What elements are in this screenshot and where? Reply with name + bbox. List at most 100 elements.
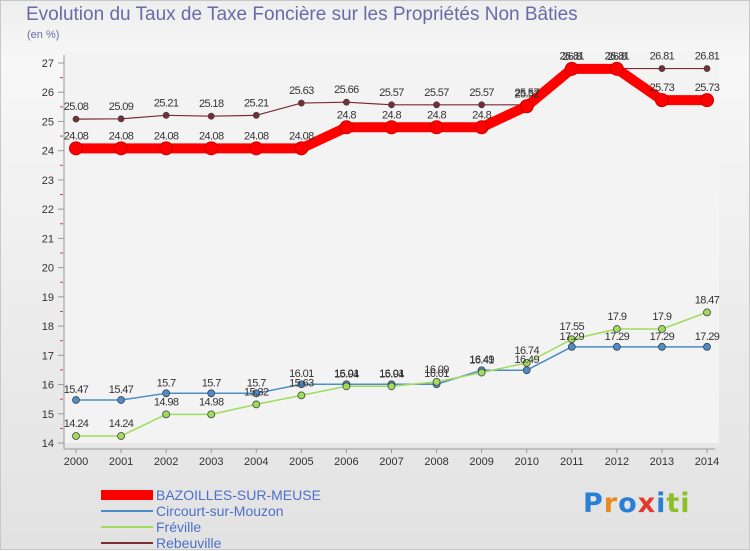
series-fr-ville [72, 308, 711, 440]
data-label: 25.57 [469, 87, 494, 99]
data-point [207, 410, 216, 419]
data-point [162, 111, 170, 119]
data-point [384, 120, 399, 135]
data-point [294, 141, 309, 156]
y-tick-label: 27 [42, 58, 54, 70]
y-tick-label: 14 [42, 438, 54, 450]
data-label: 26.81 [560, 51, 585, 63]
y-tick-label: 21 [42, 233, 54, 245]
data-point [162, 410, 171, 419]
data-point [117, 396, 125, 404]
x-tick-label: 2014 [695, 456, 719, 468]
data-point [522, 359, 531, 367]
data-label: 26.81 [605, 51, 630, 63]
data-label: 18.47 [695, 294, 720, 306]
y-tick-label: 19 [42, 292, 54, 304]
data-label: 24.08 [199, 130, 224, 142]
data-point [297, 99, 305, 107]
data-label: 16.01 [334, 368, 359, 380]
data-label: 24.8 [382, 109, 401, 121]
x-tick-label: 2001 [109, 456, 133, 468]
data-point [114, 141, 129, 156]
data-point [117, 432, 125, 440]
data-point [474, 120, 489, 135]
data-label: 24.08 [154, 130, 179, 142]
data-point [703, 65, 711, 72]
data-point [429, 120, 444, 135]
data-point [162, 389, 171, 398]
data-point [432, 378, 441, 386]
y-tick-label: 18 [42, 321, 54, 333]
data-point [252, 111, 260, 119]
brand-logo: Proxiti [583, 488, 691, 519]
data-point [72, 396, 80, 404]
data-label: 17.9 [652, 311, 671, 323]
series-bazoilles-sur-meuse [69, 61, 714, 156]
data-point [612, 325, 621, 333]
x-tick-label: 2013 [650, 456, 674, 468]
brand-letter: P [583, 488, 604, 519]
data-point [700, 93, 714, 108]
data-label: 25.57 [424, 87, 449, 99]
data-point [204, 141, 219, 156]
data-label: 26.81 [650, 51, 675, 63]
data-point [159, 141, 174, 156]
data-point [72, 432, 80, 440]
data-label: 26.8 [607, 51, 626, 63]
series-layer [69, 61, 714, 440]
data-label: 25.52 [514, 88, 539, 100]
data-label: 24.08 [289, 130, 314, 142]
data-label: 17.29 [605, 331, 630, 343]
data-label: 16.74 [514, 345, 539, 357]
data-point [658, 325, 666, 333]
data-point [249, 141, 264, 156]
data-point [207, 112, 215, 120]
data-point [567, 342, 576, 351]
data-label: 14.98 [199, 396, 224, 408]
data-label: 16.09 [424, 364, 449, 376]
data-label: 25.08 [64, 101, 89, 113]
x-tick-label: 2005 [289, 456, 313, 468]
data-point [297, 380, 306, 389]
data-label: 16.41 [469, 355, 494, 367]
data-label: 25.73 [695, 82, 720, 94]
data-point [388, 101, 395, 109]
data-label: 15.32 [244, 386, 269, 398]
data-label: 17.29 [560, 331, 585, 343]
data-point [343, 98, 350, 106]
data-label: 15.47 [64, 384, 89, 396]
data-label: 16.01 [379, 368, 404, 380]
data-label: 14.98 [154, 396, 179, 408]
data-point [522, 366, 531, 375]
data-point [387, 382, 396, 391]
data-point [252, 400, 261, 409]
data-label: 25.57 [514, 87, 539, 99]
y-tick-label: 26 [42, 87, 54, 99]
y-tick-label: 16 [42, 380, 54, 392]
plot-area [64, 51, 719, 443]
legend-label: Rebeuville [156, 535, 222, 551]
data-label: 15.47 [109, 384, 134, 396]
brand-letter: r [603, 488, 619, 519]
y-tick-label: 25 [42, 116, 54, 128]
data-label: 25.18 [199, 98, 224, 110]
y-tick-label: 15 [42, 409, 54, 421]
data-label: 25.57 [379, 87, 404, 99]
data-label: 17.29 [650, 331, 675, 343]
data-labels-layer: 24.08 24.08 24.08 24.08 24.08 24.08 24.8 24.8 24… [64, 51, 721, 430]
data-label: 25.21 [154, 97, 179, 109]
data-point [658, 342, 666, 351]
brand-letter: t [666, 488, 681, 519]
data-label: 26.8 [562, 51, 581, 63]
x-tick-label: 2007 [379, 456, 403, 468]
data-label: 25.66 [334, 84, 359, 96]
y-tick-label: 20 [42, 263, 54, 275]
data-label: 24.08 [244, 130, 269, 142]
data-label: 24.08 [64, 130, 89, 142]
data-label: 15.7 [247, 377, 266, 389]
data-label: 24.8 [472, 109, 491, 121]
legend-swatch [101, 490, 153, 500]
data-label: 24.08 [109, 130, 134, 142]
